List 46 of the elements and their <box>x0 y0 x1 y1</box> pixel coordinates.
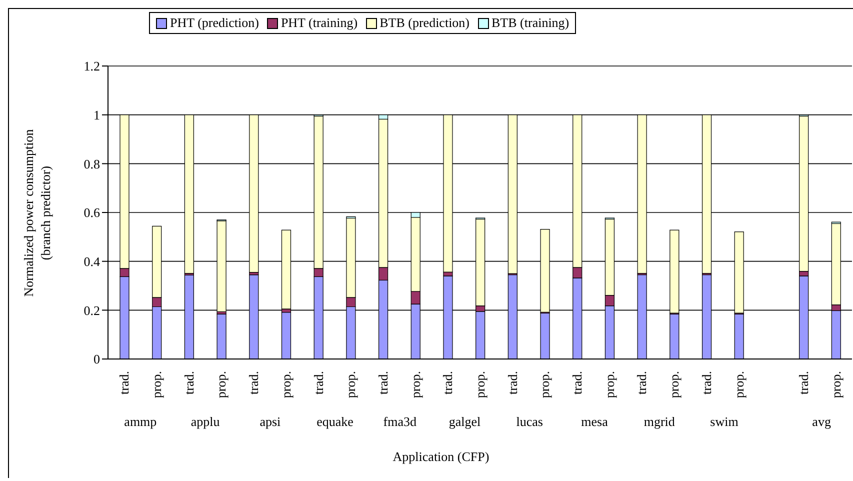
text: lucas <box>516 414 543 430</box>
x-tick-label: prop. <box>828 371 844 398</box>
y-tick-label: 0 <box>94 352 100 367</box>
text: mgrid <box>644 414 675 430</box>
y-tick-label: 0.6 <box>84 205 100 220</box>
x-tick-label: trad. <box>375 371 390 394</box>
x-tick-label: prop. <box>537 371 552 398</box>
y-tick-label: 0.8 <box>84 156 100 172</box>
x-tick-label: prop. <box>149 371 164 398</box>
legend-label: BTB (training) <box>492 15 570 31</box>
text: galgel <box>448 414 481 430</box>
y-axis-title: Normalized power consumption (branch predictor) <box>20 128 54 296</box>
legend-label: BTB (prediction) <box>380 15 470 31</box>
text: swim <box>710 414 738 430</box>
x-tick-label: trad. <box>570 371 585 394</box>
x-axis-title: Application (CFP) <box>392 449 490 465</box>
x-tick-label: prop. <box>278 371 294 398</box>
text: avg <box>812 414 831 430</box>
x-tick-label: prop. <box>602 371 617 398</box>
legend-label: PHT (prediction) <box>170 15 259 31</box>
x-tick-label: trad. <box>634 371 650 394</box>
x-tick-label: trad. <box>440 371 456 394</box>
x-tick-label: trad. <box>310 371 326 394</box>
x-tick-label: prop. <box>666 371 682 398</box>
y-tick-label: 0.4 <box>84 254 100 269</box>
x-tick-label: prop. <box>408 371 423 398</box>
text: equake <box>316 414 354 430</box>
x-tick-label: trad. <box>698 371 714 394</box>
text: ammp <box>124 414 157 430</box>
x-tick-label: trad. <box>504 371 520 394</box>
x-tick-label: trad. <box>796 371 811 394</box>
text: fma3d <box>383 414 417 430</box>
y-tick-label: 0.2 <box>84 302 100 318</box>
legend-label: PHT (training) <box>280 15 358 31</box>
text: applu <box>190 414 220 430</box>
x-tick-label: prop. <box>214 371 229 398</box>
x-tick-label: prop. <box>731 371 746 398</box>
x-tick-label: trad. <box>181 371 196 394</box>
text: mesa <box>581 414 608 430</box>
x-tick-label: prop. <box>343 371 358 398</box>
x-tick-label: trad. <box>246 371 262 394</box>
x-tick-label: prop. <box>472 371 488 398</box>
y-tick-label: 1.2 <box>84 58 100 74</box>
y-tick-label: 1 <box>94 107 100 122</box>
x-tick-label: trad. <box>116 371 132 394</box>
text: apsi <box>260 414 281 430</box>
